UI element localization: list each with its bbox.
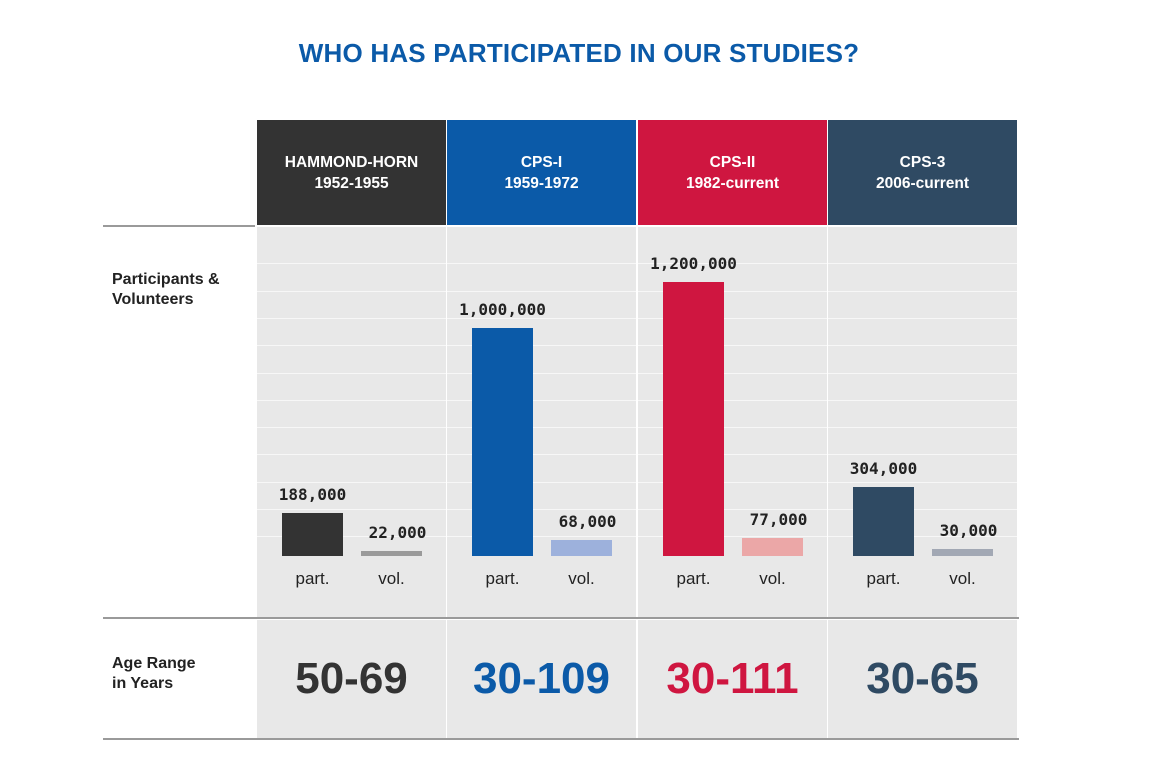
volunteers-bar-hammond-horn — [361, 551, 422, 556]
gridline — [257, 291, 446, 292]
gridline — [257, 345, 446, 346]
gridline — [257, 427, 446, 428]
volunteers-value-label: 22,000 — [368, 523, 427, 542]
gridline — [638, 427, 827, 428]
study-name: CPS-3 — [899, 153, 946, 171]
participants-bar-cps-ii — [663, 282, 724, 556]
gridline — [257, 400, 446, 401]
chart-column-hammond-horn — [257, 227, 446, 617]
x-label-part: part. — [485, 569, 520, 588]
gridline — [638, 345, 827, 346]
gridline — [447, 291, 636, 292]
gridline — [638, 318, 827, 319]
study-years: 2006-current — [875, 174, 970, 192]
gridline — [638, 454, 827, 455]
row-label-participants: Participants & Volunteers — [112, 271, 220, 308]
row-label-age-range: Age Range in Years — [112, 655, 196, 692]
gridline — [257, 318, 446, 319]
header-divider — [103, 225, 255, 227]
gridline — [828, 263, 1017, 264]
column-header-cps-ii: CPS-II 1982-current — [638, 120, 827, 225]
gridline — [828, 536, 1017, 537]
participants-bar-cps-3 — [853, 487, 914, 556]
volunteers-bar-cps-i — [551, 540, 612, 556]
x-label-vol: vol. — [759, 569, 786, 588]
study-name: HAMMOND-HORN — [284, 153, 419, 171]
gridline — [447, 509, 636, 510]
chart-column-cps-3 — [828, 227, 1017, 617]
gridline — [447, 373, 636, 374]
gridline — [828, 291, 1017, 292]
gridline — [828, 509, 1017, 510]
study-years: 1982-current — [685, 174, 780, 192]
gridline — [447, 454, 636, 455]
gridline — [828, 345, 1017, 346]
participants-value-label: 188,000 — [278, 485, 347, 504]
gridline — [828, 373, 1017, 374]
study-years: 1952-1955 — [314, 174, 389, 192]
participants-bar-hammond-horn — [282, 513, 343, 556]
gridline — [638, 509, 827, 510]
x-label-vol: vol. — [568, 569, 595, 588]
volunteers-bar-cps-ii — [742, 538, 803, 556]
gridline — [257, 509, 446, 510]
age-range-cps-i: 30-109 — [447, 620, 636, 738]
gridline — [257, 536, 446, 537]
gridline — [828, 318, 1017, 319]
column-header-cps-i: CPS-I 1959-1972 — [447, 120, 636, 225]
age-range-cps-3: 30-65 — [828, 620, 1017, 738]
gridline — [257, 373, 446, 374]
volunteers-bar-cps-3 — [932, 549, 993, 556]
column-header-hammond-horn: HAMMOND-HORN 1952-1955 — [257, 120, 446, 225]
gridline — [447, 482, 636, 483]
participants-value-label: 304,000 — [849, 459, 918, 478]
x-label-vol: vol. — [949, 569, 976, 588]
gridline — [828, 454, 1017, 455]
gridline — [447, 536, 636, 537]
gridline — [257, 263, 446, 264]
gridline — [447, 263, 636, 264]
x-label-vol: vol. — [378, 569, 405, 588]
study-name: CPS-I — [520, 153, 563, 171]
column-header-cps-3: CPS-3 2006-current — [828, 120, 1017, 225]
x-label-part: part. — [295, 569, 330, 588]
gridline — [638, 400, 827, 401]
bottom-divider — [103, 738, 1019, 740]
study-years: 1959-1972 — [504, 174, 579, 192]
x-label-part: part. — [676, 569, 711, 588]
age-divider — [103, 617, 1019, 619]
gridline — [447, 427, 636, 428]
gridline — [638, 482, 827, 483]
gridline — [828, 427, 1017, 428]
gridline — [447, 400, 636, 401]
gridline — [828, 400, 1017, 401]
gridline — [447, 318, 636, 319]
gridline — [257, 482, 446, 483]
study-name: CPS-II — [709, 153, 756, 171]
participants-value-label: 1,000,000 — [459, 300, 546, 319]
age-range-cps-ii: 30-111 — [638, 620, 827, 738]
volunteers-value-label: 30,000 — [939, 521, 998, 540]
gridline — [447, 345, 636, 346]
participants-bar-cps-i — [472, 328, 533, 556]
gridline — [638, 263, 827, 264]
gridline — [638, 291, 827, 292]
gridline — [638, 536, 827, 537]
gridline — [257, 454, 446, 455]
volunteers-value-label: 77,000 — [749, 510, 808, 529]
age-range-hammond-horn: 50-69 — [257, 620, 446, 738]
gridline — [638, 373, 827, 374]
gridline — [828, 482, 1017, 483]
volunteers-value-label: 68,000 — [558, 512, 617, 531]
x-label-part: part. — [866, 569, 901, 588]
chart-title: WHO HAS PARTICIPATED IN OUR STUDIES? — [298, 38, 860, 68]
participants-value-label: 1,200,000 — [650, 254, 737, 273]
